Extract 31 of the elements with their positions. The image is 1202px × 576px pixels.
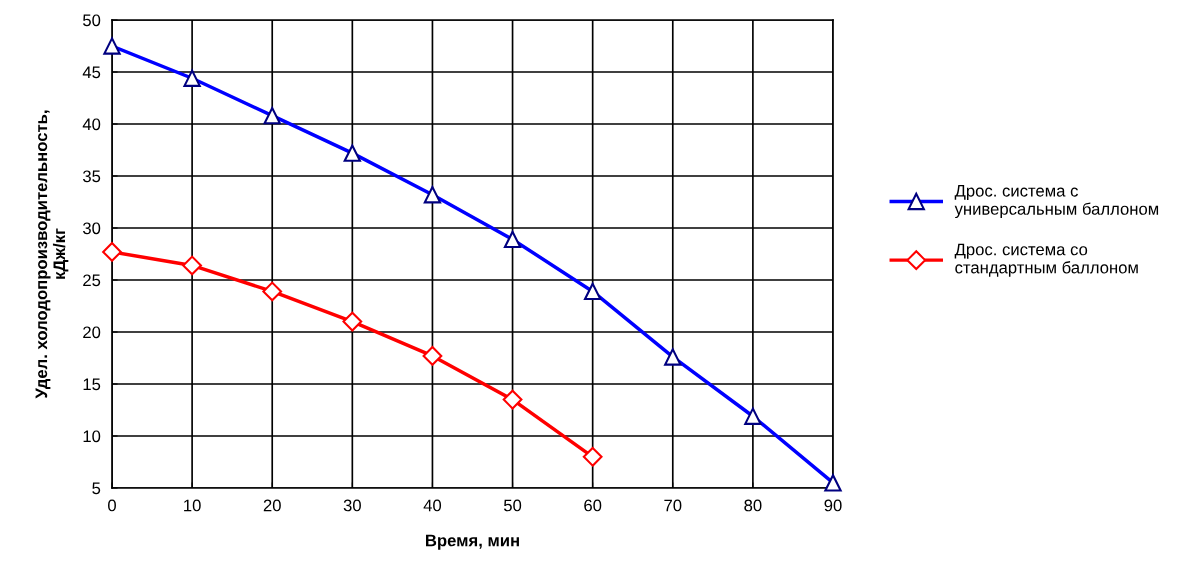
x-tick-label: 90 [824,499,842,512]
x-tick-label: 40 [423,499,442,512]
x-tick-label: 60 [584,499,602,512]
point [102,242,122,262]
x-tick-label: 20 [263,499,281,512]
point [182,255,202,276]
y-tick-label: 45 [82,66,101,79]
x-tick-label: 70 [664,499,682,512]
x-tick-label: 50 [503,499,522,512]
point [502,389,523,410]
y-tick-label: 10 [83,430,101,443]
y-tick-label: 25 [83,274,101,287]
point [422,346,443,366]
x-axis-title: Время, мин [426,534,519,550]
point [262,281,283,302]
y-axis-title: Удел. холодопроизводительность, кДж/кг [35,110,69,399]
y-tick-label: 15 [83,378,101,391]
y-tick-label: 50 [83,14,101,27]
y-tick-label: 5 [92,482,101,495]
x-tick-label: 30 [343,499,361,512]
x-tick-label: 80 [744,499,762,512]
y-tick-label: 35 [82,170,101,183]
y-tick-label: 40 [82,118,101,131]
point [582,446,603,467]
legend-label: Дрос. система со стандартным баллоном [954,243,1138,277]
y-tick-label: 30 [82,222,101,235]
x-tick-label: 0 [108,499,116,512]
x-tick-label: 10 [184,499,201,512]
y-tick-label: 20 [83,326,101,339]
point [342,311,363,332]
legend-label: Дрос. система с универсальным баллоном [954,185,1159,219]
